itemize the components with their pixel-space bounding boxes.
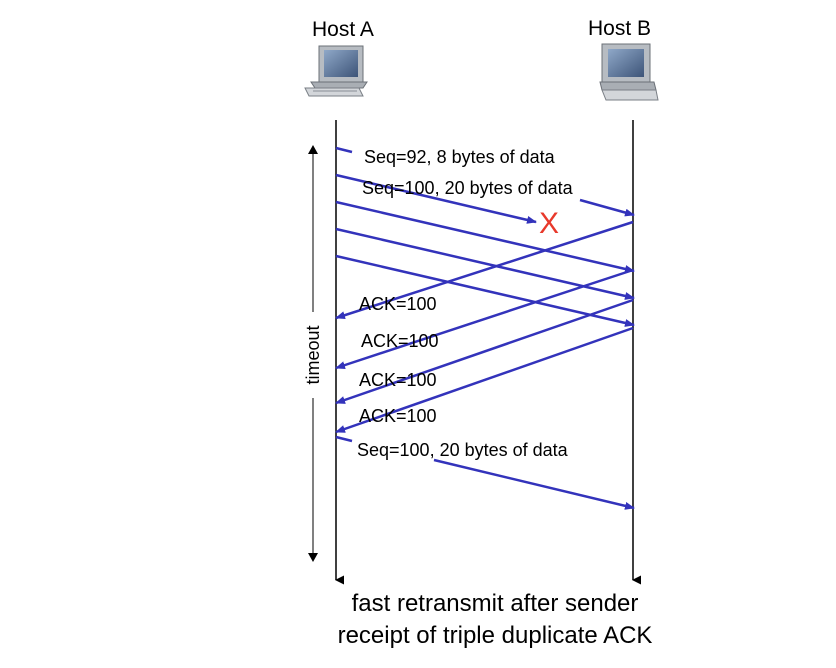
seq92-label: Seq=92, 8 bytes of data: [364, 147, 556, 167]
host-a-label: Host A: [312, 18, 374, 41]
caption-line-1: fast retransmit after sender: [351, 590, 639, 617]
retransmit-arrow: [335, 435, 353, 443]
ack-1-arrow: [335, 220, 634, 320]
ack-3-arrow: [335, 298, 634, 405]
ack-4-label: ACK=100: [359, 406, 437, 426]
retransmit-label: Seq=100, 20 bytes of data: [357, 440, 569, 460]
retransmit-arrow-tail: [433, 458, 635, 510]
caption-line-2: receipt of triple duplicate ACK: [337, 622, 653, 649]
segment-4-arrow: [335, 227, 635, 300]
ack-1-label: ACK=100: [359, 294, 437, 314]
segment-seq92-arrow-tail: [579, 198, 635, 217]
ack-2-arrow: [335, 268, 634, 370]
timeout-interval: timeout: [303, 145, 323, 562]
segment-seq100-lost-arrow: [335, 173, 537, 224]
computer-icon-host-a: [304, 45, 368, 97]
seq100-label: Seq=100, 20 bytes of data: [362, 178, 574, 198]
ack-4-arrow: [335, 326, 634, 434]
ack-3-label: ACK=100: [359, 370, 437, 390]
loss-marker: X: [539, 207, 559, 240]
segment-5-arrow: [335, 254, 635, 327]
host-b-label: Host B: [588, 17, 652, 40]
segment-3-arrow: [335, 200, 635, 273]
computer-icon-host-b: [599, 43, 659, 101]
ack-2-label: ACK=100: [361, 331, 439, 351]
timeout-label: timeout: [303, 325, 323, 384]
segment-seq92-arrow: [335, 146, 353, 154]
